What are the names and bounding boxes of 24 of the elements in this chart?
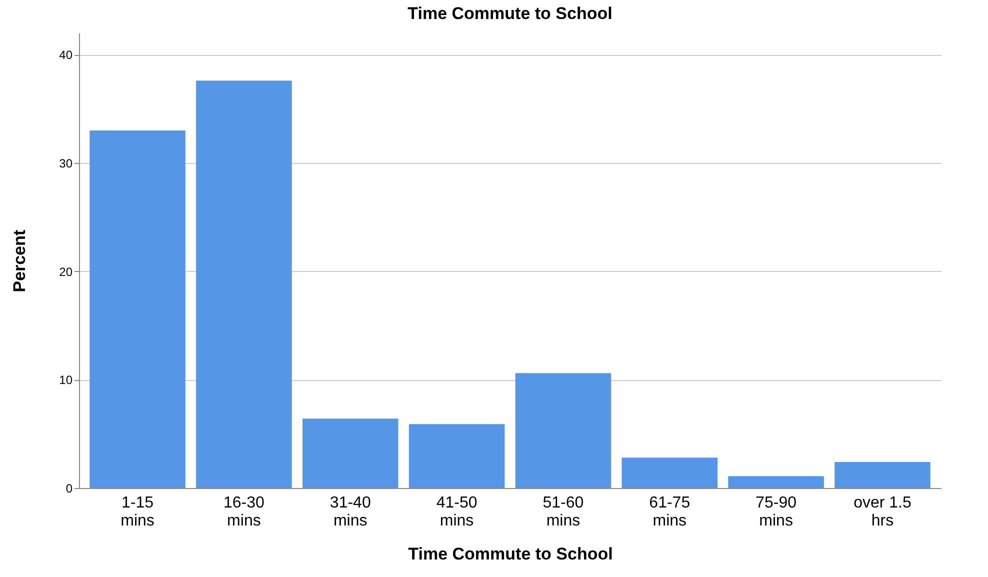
bar [302,418,398,488]
x-tick-label: 61-75 mins [649,494,690,530]
bar [408,424,505,488]
x-tick-label: 41-50 mins [436,494,478,530]
x-tick-label: 51-60 mins [542,494,584,530]
y-tick-label: 20 [59,264,73,279]
y-axis-title: Percent [10,229,30,292]
x-tick-label: 75-90 mins [756,494,797,530]
bar [622,458,718,488]
y-tick-label: 10 [59,373,73,388]
x-tick-label: 1-15 mins [120,494,154,530]
chart-title: Time Commute to School [408,4,612,23]
x-tick-label: 16-30 mins [223,494,265,530]
bar [728,476,824,488]
y-tick-label: 30 [59,156,73,170]
bar [90,130,186,488]
bar [834,462,930,488]
x-tick-label: over 1.5 hrs [854,494,912,530]
x-tick-label: 31-40 mins [330,494,371,530]
bar [196,80,292,488]
y-tick-label: 40 [59,48,73,62]
y-tick-label: 0 [66,482,73,496]
x-axis-title: Time Commute to School [408,544,613,564]
bar [515,373,612,488]
